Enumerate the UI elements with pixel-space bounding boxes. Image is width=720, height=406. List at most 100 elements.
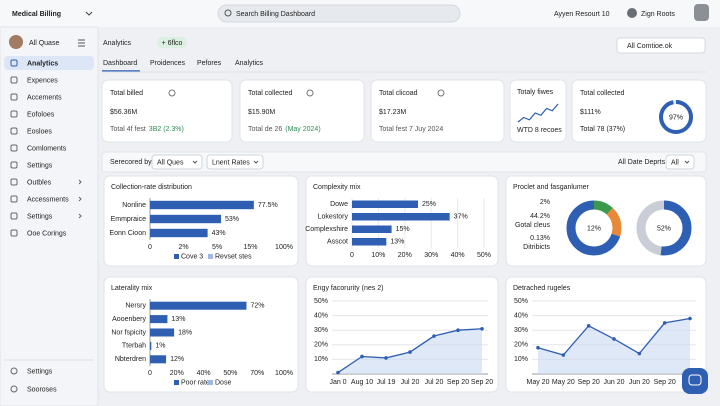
value-label: 77.5%	[258, 202, 278, 209]
kpi-note-text: Total fest 7 Juy 2024	[379, 126, 443, 133]
y-tick-label: 20%	[514, 342, 528, 349]
action-label: All Comtioe.ok	[627, 43, 673, 50]
x-tick-label: Sep 20	[447, 379, 469, 386]
select-value: All Ques	[157, 159, 184, 166]
sidebar-item[interactable]: Expences	[27, 77, 58, 84]
chevron	[78, 213, 82, 219]
item-icon	[10, 212, 18, 220]
x-tick-label: 50%	[477, 252, 491, 259]
x-tick-label: Aug 10	[351, 379, 373, 386]
y-tick-label: 30%	[314, 327, 328, 334]
sidebar	[0, 26, 99, 406]
sidebar-item[interactable]: Eofoloes	[27, 111, 55, 118]
sidebar-item[interactable]: Accements	[27, 94, 62, 101]
chart-title: Engy facorurity (nes 2)	[313, 285, 383, 292]
tab[interactable]: Pefores	[197, 60, 222, 67]
user-avatar	[627, 8, 637, 18]
rate-value: $111%	[580, 109, 601, 116]
area	[338, 328, 482, 374]
kpi-value: $56.36M	[110, 109, 137, 116]
select-value: All	[671, 159, 679, 166]
sidebar-footer-item[interactable]: Settings	[27, 368, 53, 375]
value-label: 25%	[422, 201, 436, 208]
legend-label: Dose	[215, 379, 231, 386]
sidebar-footer-item[interactable]: Sooroses	[27, 386, 57, 393]
value-label: 13%	[390, 239, 404, 246]
chevron	[253, 160, 259, 164]
sidebar-item[interactable]: Settings	[27, 213, 53, 220]
legend-swatch	[174, 380, 179, 385]
x-axis-label: 5%	[212, 244, 222, 251]
x-axis-label: 40%	[197, 370, 211, 377]
chevron	[85, 11, 93, 16]
filter-label: Serecored by:	[110, 159, 154, 166]
action-button[interactable]	[616, 37, 706, 54]
x-tick-label: May 20	[527, 379, 550, 386]
sidebar-item[interactable]: Comloments	[27, 145, 67, 152]
legend-label: Poor rates	[181, 379, 214, 386]
x-tick-label: Sep 20	[471, 379, 493, 386]
value-label: 18%	[178, 329, 192, 336]
item-icon	[10, 178, 18, 186]
tab[interactable]: Analytics	[235, 60, 264, 67]
point	[637, 351, 642, 356]
kpi-value: $15.90M	[248, 109, 275, 116]
x-tick-label: Sep 20	[654, 379, 676, 386]
badge: + 6flco	[162, 40, 183, 47]
kpi-note: Total 4f fest 3B2 (2.3%)	[110, 126, 184, 133]
chart-title: Detrached rugeles	[513, 285, 571, 292]
kpi-note: Total fest 7 Juy 2024	[379, 126, 443, 133]
item-icon	[10, 127, 18, 135]
select[interactable]	[665, 154, 695, 170]
item-icon	[10, 76, 18, 84]
x-axis-label: 2%	[178, 244, 188, 251]
select[interactable]	[206, 154, 264, 170]
sidebar-item[interactable]: Outbles	[27, 179, 52, 186]
point	[586, 324, 591, 328]
bar	[150, 355, 167, 364]
tab[interactable]: Dashboard	[103, 60, 137, 67]
rate-note: Total 78 (37%)	[580, 126, 625, 133]
search-placeholder: Search Billing Dashboard	[236, 11, 315, 18]
item-icon	[10, 195, 18, 203]
value-label: 1%	[155, 343, 165, 350]
x-tick-label: May 20	[552, 379, 575, 386]
select[interactable]	[151, 154, 203, 170]
sidebar-item[interactable]: Eosloes	[27, 128, 52, 135]
kpi-title: Total collected	[248, 90, 292, 97]
sidebar-item[interactable]: Accessments	[27, 196, 69, 203]
y-tick-label: 40%	[314, 312, 328, 319]
value-label: 15%	[396, 226, 410, 233]
chat-button[interactable]	[682, 368, 708, 394]
trend-title: Totaly fiwes	[517, 89, 554, 96]
item-icon	[10, 59, 18, 67]
search-box[interactable]	[217, 4, 461, 23]
donut-segment	[566, 200, 622, 256]
date-filter[interactable]: All Date Deprts	[618, 159, 666, 166]
legend-swatch	[208, 380, 213, 385]
point	[662, 321, 667, 325]
tab[interactable]: Proidences	[150, 60, 186, 67]
category-label: Nbterdren	[115, 356, 146, 363]
sidebar-item[interactable]: Settings	[27, 162, 53, 169]
info-icon	[437, 89, 445, 97]
x-tick-label: Jul 19	[377, 379, 396, 386]
x-tick-label: Jun 20	[603, 379, 624, 386]
sidebar-item[interactable]: Analytics	[27, 60, 58, 67]
bar	[150, 301, 247, 310]
x-axis-label: 0	[148, 244, 152, 251]
category-label: Emmpraice	[111, 216, 147, 223]
legend-label: Cove 3	[181, 253, 203, 260]
value-label: 37%	[454, 214, 468, 221]
chevron	[684, 160, 690, 164]
point	[561, 353, 566, 357]
x-tick-label: 40%	[451, 252, 465, 259]
sidebar-avatar	[9, 35, 23, 49]
x-tick-label: 20%	[398, 252, 412, 259]
y-tick-label: 50%	[514, 298, 528, 305]
category-label: Complexshire	[305, 226, 348, 233]
bar	[150, 328, 175, 337]
sidebar-item[interactable]: Ooe Corings	[27, 230, 67, 237]
